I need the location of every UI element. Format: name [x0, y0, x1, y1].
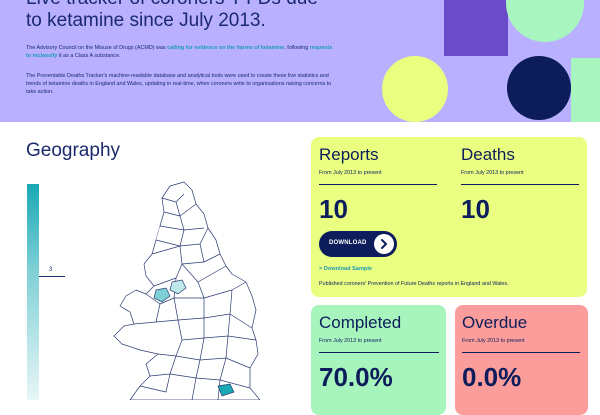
decorative-square: [571, 58, 600, 122]
download-button-label: DOWNLOAD: [329, 240, 367, 246]
map-color-legend: [27, 184, 39, 400]
legend-max-label: 3: [49, 267, 53, 273]
completed-card: [311, 305, 446, 415]
overdue-subtitle: From July 2013 to present: [462, 338, 525, 344]
decorative-circle: [382, 56, 448, 122]
reports-subtitle: From July 2013 to present: [319, 170, 382, 176]
completed-label: Completed: [319, 313, 402, 332]
map-region-highlighted: [169, 279, 187, 295]
hero-paragraph-2: The Preventable Deaths Tracker's machine…: [26, 73, 332, 96]
hero-text: The Advisory Council on the Misuse of Dr…: [26, 45, 168, 51]
reports-label: Reports: [319, 145, 379, 164]
divider: [461, 184, 579, 185]
map-region-highlighted: [153, 287, 171, 303]
chevron-right-icon: [374, 234, 394, 254]
reports-description: Published coroners' Prevention of Future…: [319, 281, 509, 287]
overdue-label: Overdue: [462, 313, 528, 332]
completed-value: 70.0%: [319, 362, 393, 392]
hero-paragraph-1: The Advisory Council on the Misuse of Dr…: [26, 44, 336, 60]
divider: [319, 352, 439, 353]
download-button[interactable]: DOWNLOAD: [319, 231, 397, 257]
overdue-value: 0.0%: [462, 362, 522, 392]
deaths-subtitle: From July 2013 to present: [461, 170, 524, 176]
hero-text: , following: [284, 45, 310, 51]
deaths-label: Deaths: [461, 145, 515, 164]
download-sample-link[interactable]: > Download Sample: [319, 266, 372, 272]
legend-tick: [39, 276, 65, 277]
geography-title: Geography: [26, 140, 121, 161]
completed-subtitle: From July 2013 to present: [319, 338, 382, 344]
overdue-card: [455, 305, 588, 415]
hero-text: it as a Class A substance.: [57, 53, 121, 60]
reports-value: 10: [319, 194, 348, 224]
reports-deaths-card: [311, 137, 587, 297]
requests-to-reclassify-link[interactable]: requests to reclassify: [26, 45, 333, 60]
hero-title: Live tracker of coroners' PFDs due to ke…: [26, 0, 318, 31]
decorative-circle: [506, 0, 584, 42]
divider: [319, 184, 437, 185]
england-wales-map[interactable]: [100, 178, 260, 400]
deaths-value: 10: [461, 194, 490, 224]
map-region: [133, 193, 257, 400]
map-region-highlighted: [217, 383, 235, 397]
divider: [462, 352, 580, 353]
hero-banner: Live tracker of coroners' PFDs due to ke…: [0, 0, 600, 122]
acmd-call-for-evidence-link[interactable]: calling for evidence on the harms of ket…: [167, 45, 285, 51]
decorative-square: [444, 0, 508, 56]
decorative-circle: [507, 56, 571, 120]
